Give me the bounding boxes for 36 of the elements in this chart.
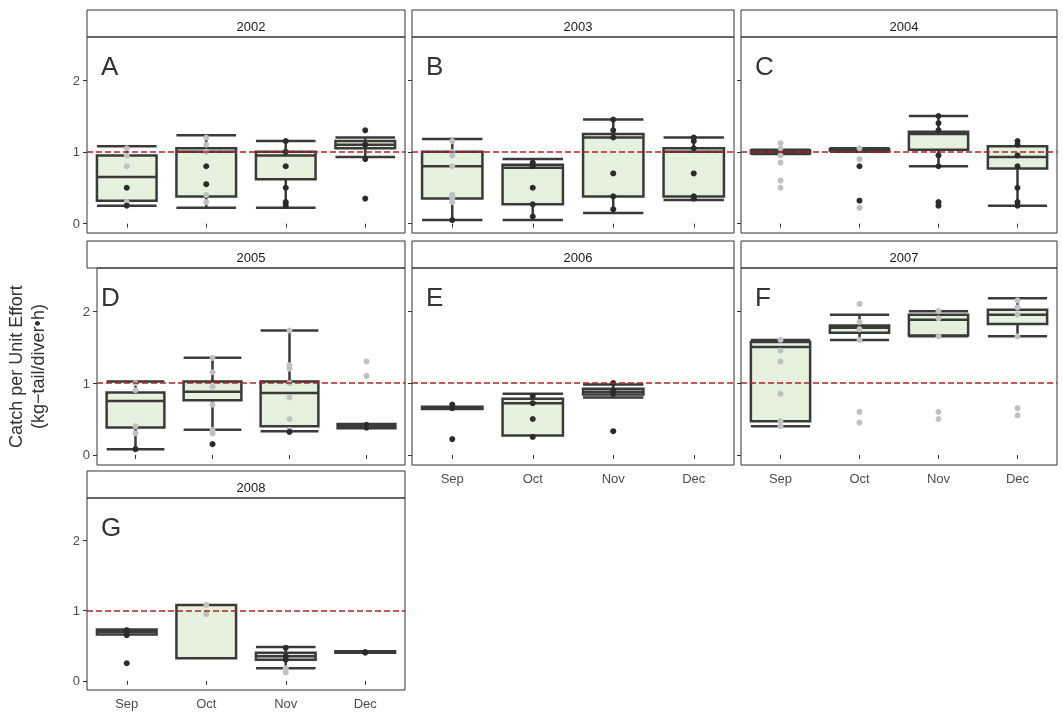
- y-tick-label: 2: [82, 303, 90, 319]
- annotation: B: [426, 51, 444, 81]
- y-tick-label: 2: [72, 532, 80, 548]
- chart-title: 2008: [236, 480, 266, 495]
- x-tick-label: Nov: [274, 696, 298, 711]
- x-tick-label: Oct: [849, 471, 870, 486]
- y-tick-label: 0: [72, 673, 80, 689]
- x-tick-label: Sep: [115, 696, 139, 711]
- annotation: E: [426, 282, 444, 312]
- chart-title: 2007: [889, 250, 919, 265]
- chart-title: 2005: [236, 250, 266, 265]
- x-tick-label: Sep: [768, 471, 793, 486]
- y-tick-label: 0: [72, 216, 80, 232]
- x-tick-label: Oct: [522, 471, 544, 486]
- annotation: A: [101, 51, 119, 81]
- chart-title: 2004: [889, 19, 919, 34]
- y-tick-label: 2: [72, 72, 80, 88]
- x-tick-label: Oct: [196, 696, 217, 711]
- x-tick-label: Dec: [682, 471, 706, 486]
- annotation: F: [755, 282, 771, 312]
- x-tick-label: Dec: [353, 696, 378, 711]
- y-tick-label: 1: [82, 375, 90, 391]
- annotation: D: [101, 282, 120, 312]
- chart-title: 2006: [563, 250, 593, 265]
- x-tick-label: Sep: [440, 471, 464, 486]
- x-tick-label: Dec: [1005, 471, 1030, 486]
- x-tick-label: Nov: [601, 471, 626, 486]
- y-tick-label: 1: [72, 603, 80, 619]
- y-tick-label: 0: [82, 447, 90, 463]
- x-tick-label: Nov: [926, 471, 951, 486]
- y-tick-label: 1: [72, 144, 80, 160]
- chart-title: 2002: [236, 19, 266, 34]
- annotation: G: [101, 512, 122, 542]
- annotation: C: [755, 51, 774, 81]
- chart-title: 2003: [563, 19, 593, 34]
- y-axis-title: Catch per Unit Effort (kg−tail/diver•h): [6, 285, 48, 448]
